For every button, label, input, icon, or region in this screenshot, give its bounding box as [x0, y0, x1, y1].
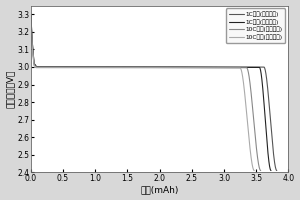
1C放电(油系负极) — [230, 66, 234, 69]
10C放电(油系负极) — [62, 66, 66, 69]
10C放电(水系负极) — [178, 66, 181, 69]
1C放电(水系负极) — [190, 66, 193, 68]
Line: 1C放电(水系负极): 1C放电(水系负极) — [31, 14, 277, 171]
Line: 10C放电(水系负极): 10C放电(水系负极) — [31, 18, 261, 171]
10C放电(水系负极) — [63, 66, 67, 69]
1C放电(水系负极) — [29, 13, 33, 16]
1C放电(油系负极) — [67, 66, 71, 68]
1C放电(水系负极) — [268, 112, 272, 115]
10C放电(油系负极) — [173, 67, 177, 69]
10C放电(油系负极) — [253, 169, 256, 172]
Y-axis label: 放电电压（V）: 放电电压（V） — [6, 70, 15, 108]
1C放电(油系负极) — [269, 169, 273, 172]
1C放电(油系负极) — [187, 66, 190, 68]
1C放电(水系负极) — [65, 66, 69, 68]
1C放电(水系负极) — [32, 62, 36, 65]
10C放电(油系负极) — [245, 113, 248, 115]
10C放电(水系负极) — [65, 66, 69, 69]
10C放电(水系负极) — [29, 17, 33, 19]
Line: 1C放电(油系负极): 1C放电(油系负极) — [31, 14, 271, 171]
10C放电(水系负极) — [251, 112, 255, 115]
1C放电(油系负极) — [32, 62, 36, 65]
1C放电(水系负极) — [275, 169, 279, 172]
1C放电(水系负极) — [68, 66, 71, 68]
10C放电(油系负极) — [32, 64, 36, 66]
Line: 10C放电(油系负极): 10C放电(油系负极) — [31, 18, 254, 171]
X-axis label: 容量(mAh): 容量(mAh) — [140, 185, 179, 194]
1C放电(油系负极) — [263, 112, 267, 115]
10C放电(油系负极) — [29, 17, 33, 19]
Legend: 1C放电(水系负极), 1C放电(油系负极), 10C放电(水系负极), 10C放电(油系负极): 1C放电(水系负极), 1C放电(油系负极), 10C放电(水系负极), 10C… — [226, 8, 286, 43]
1C放电(油系负极) — [65, 66, 68, 68]
10C放电(油系负极) — [213, 67, 217, 69]
1C放电(油系负极) — [29, 13, 33, 16]
10C放电(水系负极) — [32, 64, 36, 66]
10C放电(水系负极) — [259, 169, 262, 172]
10C放电(油系负极) — [64, 66, 68, 69]
1C放电(水系负极) — [234, 66, 238, 68]
10C放电(水系负极) — [219, 66, 222, 69]
